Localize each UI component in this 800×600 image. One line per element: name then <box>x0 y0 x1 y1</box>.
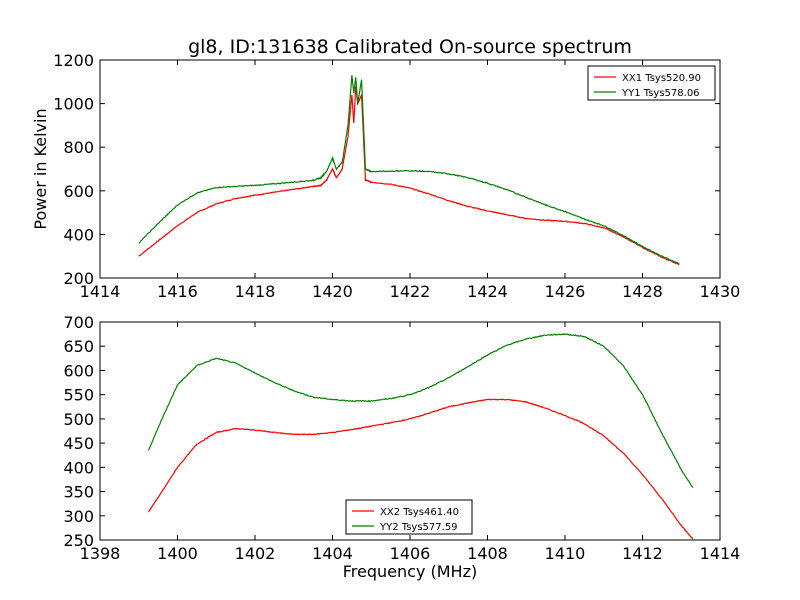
y-tick-label: 400 <box>63 458 94 477</box>
x-tick-label: 1398 <box>80 544 121 563</box>
y-tick-label: 600 <box>63 182 94 201</box>
y-tick-label: 1000 <box>53 95 94 114</box>
legend-entry: YY2 Tsys577.59 <box>379 522 458 533</box>
x-tick-label: 1420 <box>312 282 353 301</box>
y-tick-label: 650 <box>63 337 94 356</box>
series-line-top-1 <box>138 86 680 266</box>
x-tick-label: 1402 <box>235 544 276 563</box>
bottom-plot: 1398 1400 1402 1404 1406 1408 1410 1412 1414 250 3… <box>63 313 740 563</box>
x-tick-label: 1404 <box>312 544 353 563</box>
y-tick-label: 200 <box>63 269 94 288</box>
legend-entry: XX1 Tsys520.90 <box>622 73 701 84</box>
x-tick-label: 1416 <box>157 282 198 301</box>
series-line-bottom-1 <box>148 398 694 540</box>
y-tick-label: 300 <box>63 507 94 526</box>
x-tick-label: 1408 <box>467 544 508 563</box>
legend-entry: XX2 Tsys461.40 <box>380 507 459 518</box>
top-plot: 1414 1416 1418 1420 1422 1424 1426 1428 1430 200 4… <box>53 51 740 301</box>
x-tick-label: 1428 <box>622 282 663 301</box>
y-tick-label: 550 <box>63 386 94 405</box>
y-tick-label: 500 <box>63 410 94 429</box>
x-tick-label: 1400 <box>157 544 198 563</box>
y-tick-label: 700 <box>63 313 94 332</box>
y-tick-label: 600 <box>63 361 94 380</box>
legend-entry: YY1 Tsys578.06 <box>621 88 700 99</box>
top-chart-ylabel: Power in Kelvin <box>31 108 50 229</box>
y-tick-label: 250 <box>63 531 94 550</box>
legend: XX2 Tsys461.40 YY2 Tsys577.59 <box>345 499 473 535</box>
x-tick-label: 1424 <box>467 282 508 301</box>
x-tick-label: 1430 <box>700 282 741 301</box>
series-line-top-2 <box>138 75 680 265</box>
y-tick-label: 350 <box>63 483 94 502</box>
top-chart-title: gl8, ID:131638 Calibrated On-source spec… <box>188 36 632 58</box>
legend: XX1 Tsys520.90 YY1 Tsys578.06 <box>587 65 716 101</box>
series-line-bottom-2 <box>147 333 694 488</box>
legend-box <box>587 65 716 101</box>
x-tick-label: 1412 <box>622 544 663 563</box>
x-tick-label: 1422 <box>390 282 431 301</box>
x-tick-label: 1426 <box>545 282 586 301</box>
x-tick-label: 1410 <box>545 544 586 563</box>
legend-box <box>345 499 473 535</box>
y-tick-label: 800 <box>63 138 94 157</box>
y-tick-label: 400 <box>63 225 94 244</box>
x-tick-label: 1406 <box>390 544 431 563</box>
x-tick-label: 1414 <box>80 282 121 301</box>
bottom-chart-xlabel: Frequency (MHz) <box>343 562 477 581</box>
x-tick-label: 1418 <box>235 282 276 301</box>
y-tick-label: 1200 <box>53 51 94 70</box>
y-tick-label: 450 <box>63 434 94 453</box>
x-tick-label: 1414 <box>700 544 741 563</box>
